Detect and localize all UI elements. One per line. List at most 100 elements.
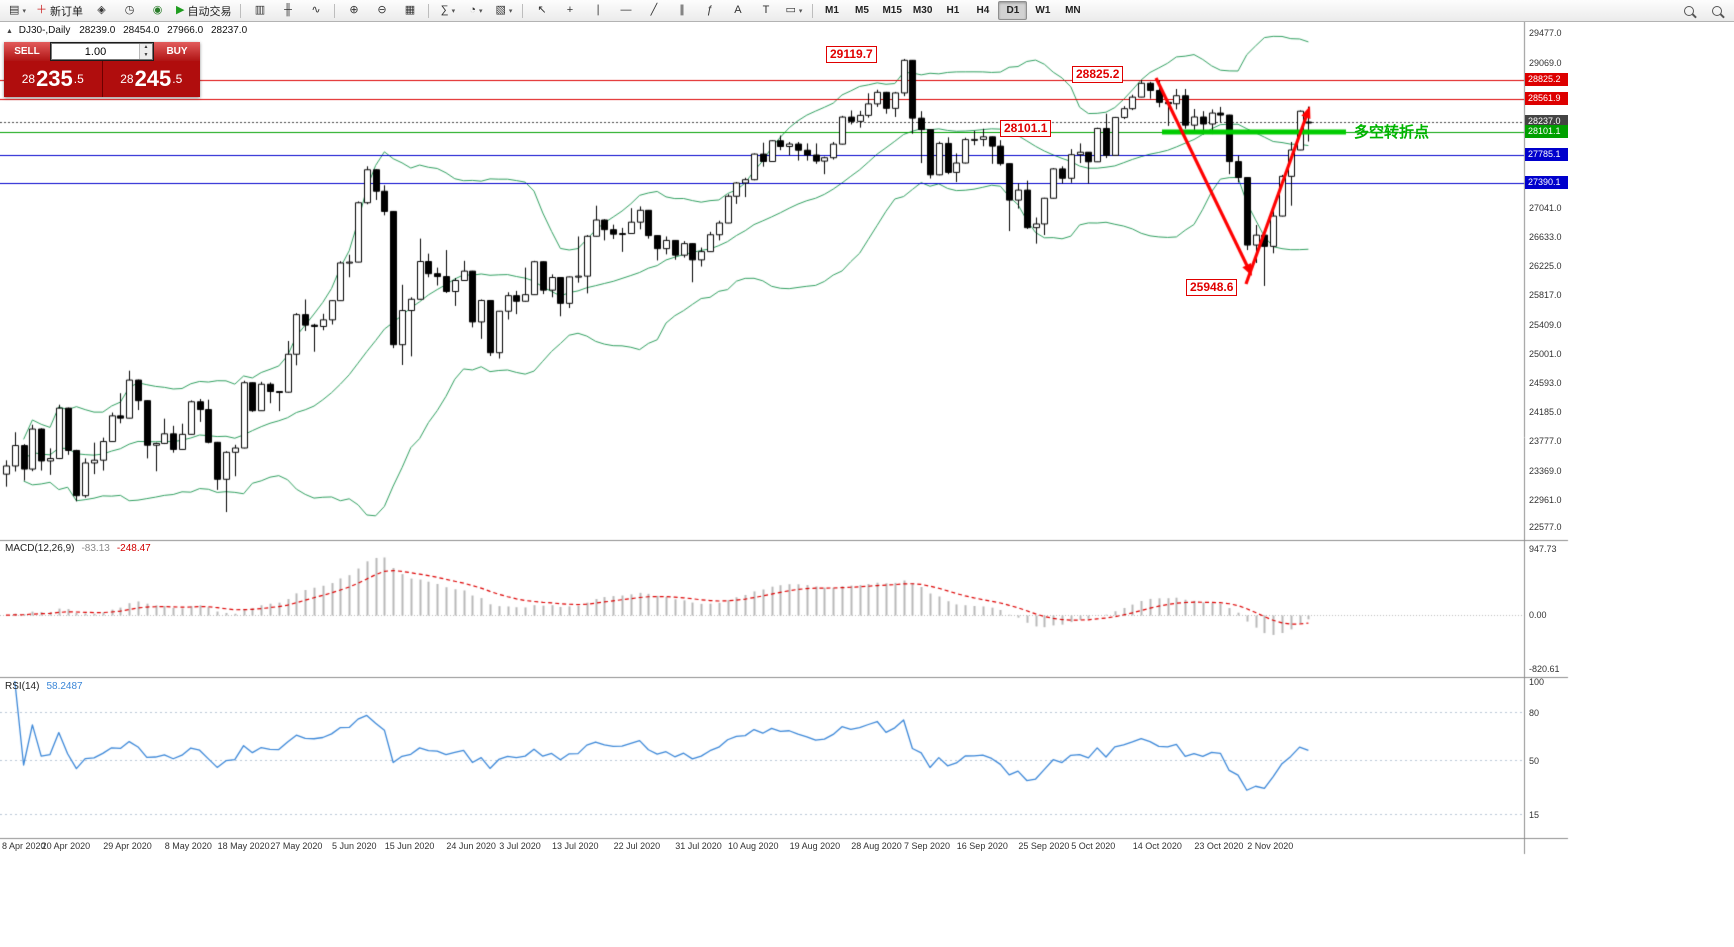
chart-profiles-icon[interactable]: ◈	[88, 1, 115, 20]
price-axis-label: 24593.0	[1529, 378, 1562, 388]
macd-axis-label: 947.73	[1529, 544, 1557, 554]
toolbar-separator	[522, 3, 524, 18]
toolbar-left-group: ▤ ▾ ＋新订单 ◈ ◷ ◉ ▶ 自动交易 ▥ ╫ ∿ ⊕ ⊖ ▦ ∑ ▾ ◔ ▾ ▧ ▾ ↖ + ∣ ― ╱ ∥ ƒ A T ▭ ▾	[4, 1, 817, 20]
text-tool-icon[interactable]: A	[724, 1, 751, 20]
time-periods-icon: ◔	[469, 4, 477, 16]
line-chart-mode-icon[interactable]: ∿	[302, 1, 329, 20]
timeframe-m1-button[interactable]: M1	[825, 5, 839, 16]
vertical-line-icon: ∣	[595, 4, 601, 16]
annotation-text-turning-point[interactable]: 多空转折点	[1354, 124, 1430, 141]
date-axis-label: 2 Nov 2020	[1247, 841, 1294, 851]
timeframe-mn-button[interactable]: MN	[1065, 5, 1081, 16]
date-axis-label: 22 Jul 2020	[613, 841, 661, 851]
toolbar-separator	[240, 3, 242, 18]
price-axis-label: 22961.0	[1529, 494, 1562, 505]
buy-button[interactable]: BUY	[154, 42, 200, 61]
new-order-button[interactable]: ＋新订单	[32, 1, 87, 20]
price-callout[interactable]: 29119.7	[826, 46, 877, 63]
timeframe-toolbar: M1 M5 M15 M30 H1 H4 D1 W1 MN	[817, 1, 1087, 20]
buy-price[interactable]: 28 245.5	[102, 61, 200, 97]
line-chart-mode-icon: ∿	[311, 4, 321, 16]
price-tag: 27785.1	[1525, 147, 1568, 161]
date-axis-label: 28 Aug 2020	[851, 841, 902, 851]
toolbar-separator	[812, 3, 814, 18]
price-axis-label: 25409.0	[1529, 319, 1562, 330]
new-chart-icon[interactable]: ▤ ▾	[4, 1, 31, 20]
sell-price[interactable]: 28 235.5	[4, 61, 103, 97]
indicators-icon[interactable]: ∑ ▾	[434, 1, 461, 20]
toolbar-separator	[334, 3, 336, 18]
price-tag: 28561.9	[1525, 91, 1568, 105]
tile-windows-icon: ▦	[404, 4, 416, 16]
sell-button[interactable]: SELL	[4, 42, 50, 61]
history-center-icon: ◷	[124, 4, 135, 16]
history-center-icon[interactable]: ◷	[116, 1, 143, 20]
rsi-value: 58.2487	[46, 681, 83, 692]
rsi-indicator-label: RSI(14) 58.2487	[5, 681, 83, 692]
trade-controls-row: SELL ▲ ▼ BUY	[4, 42, 200, 61]
auto-trading-button[interactable]: ▶ 自动交易	[172, 1, 235, 20]
text-label-icon: T	[762, 4, 770, 16]
timeframe-h1-button[interactable]: H1	[946, 5, 960, 16]
volume-input[interactable]	[52, 44, 139, 59]
auto-trading-icon: ▶	[176, 4, 185, 16]
horizontal-line-icon[interactable]: ―	[612, 1, 639, 20]
cursor-icon[interactable]: ↖	[528, 1, 555, 20]
trade-prices-row: 28 235.5 28 245.5	[4, 61, 200, 97]
templates-icon[interactable]: ▧ ▾	[490, 1, 517, 20]
macd-main-value: -83.13	[81, 543, 110, 554]
candlestick-mode-icon[interactable]: ╫	[274, 1, 301, 20]
trendline-icon[interactable]: ╱	[640, 1, 667, 20]
symbol-search-icon	[1711, 5, 1722, 16]
zoom-in-icon[interactable]: ⊕	[340, 1, 367, 20]
date-axis-label: 19 Aug 2020	[789, 841, 841, 851]
web-terminal-icon: ◉	[152, 4, 163, 16]
price-axis-label: 29477.0	[1529, 28, 1562, 39]
horizontal-line-icon: ―	[620, 4, 632, 16]
crosshair-icon[interactable]: +	[556, 1, 583, 20]
buy-price-suffix: .5	[172, 72, 183, 86]
volume-input-wrap: ▲ ▼	[51, 43, 153, 60]
bar-chart-mode-icon[interactable]: ▥	[246, 1, 273, 20]
rsi-axis-label: 80	[1529, 708, 1540, 719]
vertical-line-icon[interactable]: ∣	[584, 1, 611, 20]
price-callout[interactable]: 28101.1	[1000, 120, 1052, 137]
main-toolbar: ▤ ▾ ＋新订单 ◈ ◷ ◉ ▶ 自动交易 ▥ ╫ ∿ ⊕ ⊖ ▦ ∑ ▾ ◔ ▾ ▧ ▾ ↖ + ∣ ― ╱ ∥ ƒ A T ▭ ▾ M1…	[0, 0, 1734, 22]
price-axis-label: 25817.0	[1529, 290, 1562, 301]
price-axis-label: 24185.0	[1529, 407, 1562, 418]
timeframe-h4-button[interactable]: H4	[976, 5, 990, 16]
equidistant-channel-icon[interactable]: ∥	[668, 1, 695, 20]
quick-search-button[interactable]	[1675, 1, 1702, 20]
date-axis-label: 13 Jul 2020	[552, 841, 599, 851]
tile-windows-icon[interactable]: ▦	[396, 1, 423, 20]
volume-down-button[interactable]: ▼	[140, 51, 152, 59]
symbol-search-button[interactable]	[1703, 1, 1730, 20]
date-axis-label: 29 Apr 2020	[103, 841, 152, 851]
timeframe-m15-button[interactable]: M15	[882, 5, 902, 16]
timeframe-d1-button[interactable]: D1	[998, 1, 1028, 20]
macd-axis-label: 0.00	[1529, 610, 1547, 621]
time-periods-icon[interactable]: ◔ ▾	[462, 1, 489, 20]
price-callout[interactable]: 25948.6	[1186, 279, 1238, 296]
new-order-icon: ＋	[36, 4, 47, 16]
equidistant-channel-icon: ∥	[679, 4, 685, 16]
timeframe-m5-button[interactable]: M5	[855, 5, 869, 16]
volume-up-button[interactable]: ▲	[140, 44, 152, 52]
toolbar-right-group	[1675, 1, 1730, 20]
timeframe-m30-button[interactable]: M30	[912, 5, 933, 16]
text-label-icon[interactable]: T	[752, 1, 779, 20]
zoom-out-icon[interactable]: ⊖	[368, 1, 395, 20]
quote-close: 28237.0	[211, 25, 248, 36]
date-axis-label: 8 Apr 2020	[2, 841, 46, 851]
price-tag: 28101.1	[1525, 124, 1568, 138]
web-terminal-icon[interactable]: ◉	[144, 1, 171, 20]
bar-chart-mode-icon: ▥	[254, 4, 266, 16]
price-callout[interactable]: 28825.2	[1072, 66, 1124, 83]
timeframe-w1-button[interactable]: W1	[1035, 5, 1051, 16]
dropdown-arrow-icon: ▾	[451, 7, 456, 15]
fibonacci-icon[interactable]: ƒ	[696, 1, 723, 20]
shapes-icon[interactable]: ▭ ▾	[780, 1, 807, 20]
